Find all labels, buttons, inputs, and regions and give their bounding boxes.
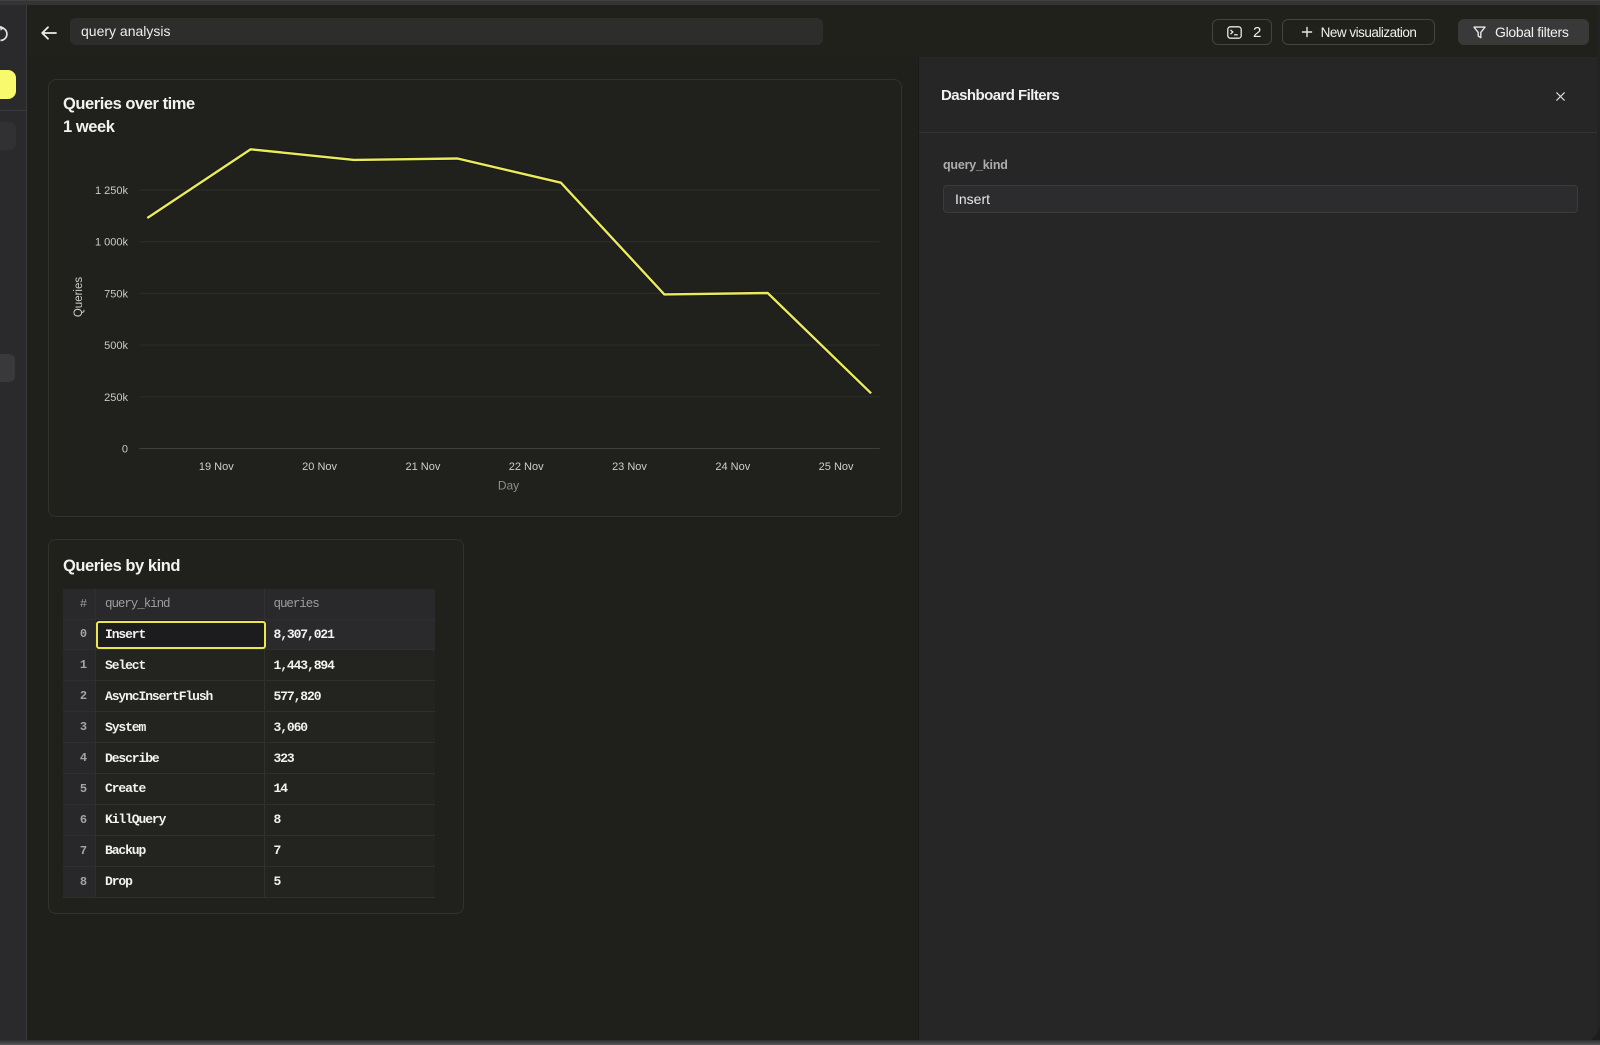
svg-text:Queries: Queries bbox=[73, 277, 85, 318]
svg-text:Day: Day bbox=[498, 478, 519, 492]
svg-text:1 250k: 1 250k bbox=[95, 185, 129, 197]
svg-text:25 Nov: 25 Nov bbox=[819, 461, 854, 473]
svg-text:250k: 250k bbox=[104, 392, 128, 404]
svg-text:20 Nov: 20 Nov bbox=[302, 461, 337, 473]
svg-text:750k: 750k bbox=[104, 288, 128, 300]
svg-text:500k: 500k bbox=[104, 340, 128, 352]
svg-text:21 Nov: 21 Nov bbox=[405, 461, 440, 473]
svg-text:22 Nov: 22 Nov bbox=[509, 461, 544, 473]
svg-text:19 Nov: 19 Nov bbox=[199, 461, 234, 473]
svg-text:1 000k: 1 000k bbox=[95, 237, 129, 249]
svg-text:24 Nov: 24 Nov bbox=[715, 461, 750, 473]
svg-text:23 Nov: 23 Nov bbox=[612, 461, 647, 473]
svg-text:0: 0 bbox=[122, 444, 128, 456]
